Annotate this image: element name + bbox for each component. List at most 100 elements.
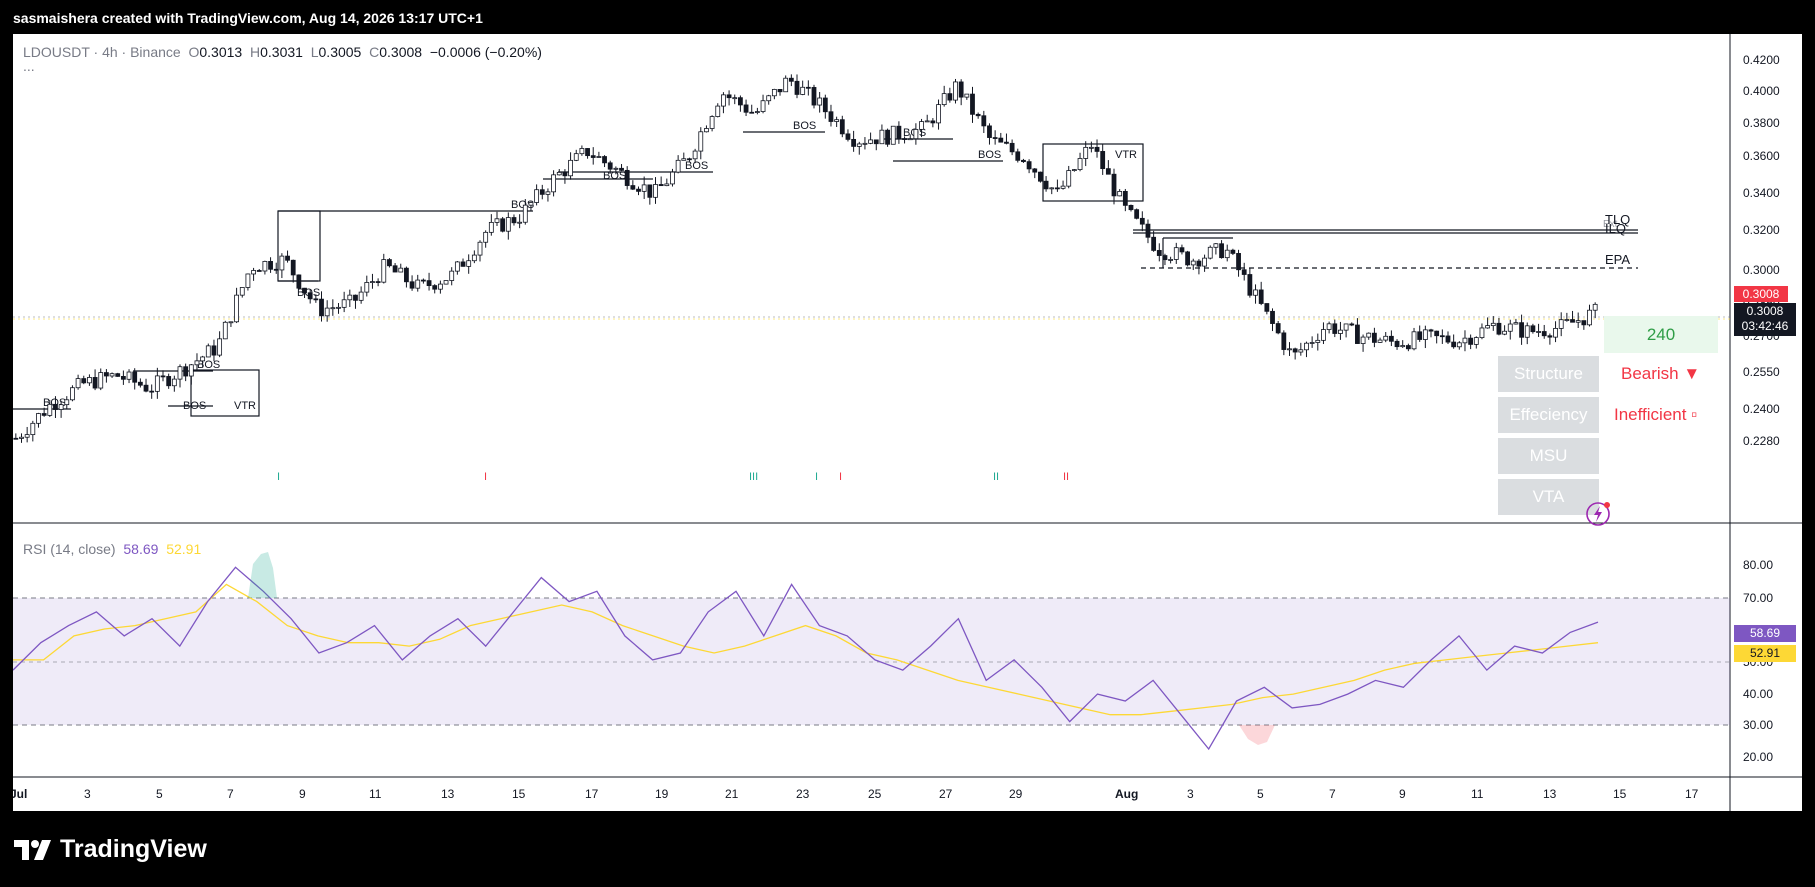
candle-body	[324, 307, 330, 317]
candle-body	[981, 115, 987, 127]
candle-body	[800, 86, 806, 95]
candle-body	[1258, 289, 1264, 304]
candle-body	[1428, 329, 1434, 332]
candle-body	[1434, 330, 1440, 337]
candle-body	[1383, 335, 1389, 341]
tick-mark: II	[993, 471, 999, 483]
candle-body	[1547, 335, 1553, 338]
candle-body	[1224, 249, 1230, 259]
candle-body	[1502, 330, 1507, 335]
tick-mark: I	[484, 471, 487, 483]
attribution: sasmaishera created with TradingView.com…	[13, 10, 483, 26]
candle-body	[1264, 303, 1270, 312]
candle-body	[636, 188, 641, 192]
efficiency-button[interactable]: Effeciency	[1498, 397, 1599, 433]
candle-body	[1049, 187, 1055, 190]
more-button[interactable]: ...	[23, 58, 35, 74]
candle-body	[941, 93, 947, 106]
candle-body	[1507, 323, 1513, 332]
candle-body	[75, 378, 81, 389]
open-value: 0.3013	[199, 44, 243, 60]
rsi-oversold-fill	[1239, 725, 1275, 745]
candle-body	[1592, 303, 1598, 311]
rsi-title[interactable]: RSI (14, close)	[23, 541, 116, 557]
candle-body	[1015, 151, 1021, 161]
signal-ticks: I I III I I II II	[277, 471, 1069, 483]
candle-body	[936, 104, 941, 124]
candle-body	[1173, 247, 1179, 260]
candle-body	[1202, 257, 1207, 267]
candle-body	[500, 218, 506, 232]
candle-body	[1071, 169, 1077, 171]
price-tag-red: 0.3008	[1734, 286, 1788, 302]
low-value: 0.3005	[318, 44, 362, 60]
candle-body	[1355, 324, 1360, 344]
candle-body	[987, 125, 992, 138]
candle-body	[137, 381, 143, 386]
candle-body	[771, 88, 777, 97]
candle-body	[1190, 260, 1196, 266]
candle-body	[902, 138, 907, 140]
candle-body	[1139, 217, 1145, 225]
msu-button[interactable]: MSU	[1498, 438, 1599, 474]
candle-body	[1117, 190, 1123, 197]
candle-body	[1304, 342, 1309, 351]
candle-body	[1479, 327, 1485, 339]
candle-body	[454, 261, 460, 272]
candle-body	[19, 436, 24, 439]
candle-body	[1541, 331, 1547, 337]
candle-body	[1055, 187, 1060, 190]
candle-body	[1338, 329, 1343, 334]
candle-body	[653, 184, 658, 198]
bos-labels: BOS BOS BOS BOS BOS BOS BOS BOS BOS BOS	[43, 120, 1001, 412]
candle-body	[375, 281, 381, 283]
candle-body	[726, 94, 732, 99]
time-axis-label: Jul	[13, 787, 27, 801]
candle-body	[1100, 151, 1106, 170]
candle-body	[698, 131, 704, 152]
main-pane	[13, 34, 1730, 523]
candle-body	[1207, 246, 1213, 259]
symbol-info[interactable]: LDOUSDT · 4h · Binance	[23, 44, 181, 60]
price-scale: 0.4200 0.4000 0.3800 0.3600 0.3400 0.3200 0.30…	[1743, 53, 1780, 448]
candle-body	[222, 321, 228, 340]
time-axis-label: 21	[725, 787, 739, 801]
candle-body	[471, 254, 477, 262]
rsi-tag: 58.69	[1734, 625, 1796, 642]
vta-button[interactable]: VTA	[1498, 479, 1599, 515]
candle-body	[1581, 320, 1587, 326]
structure-button[interactable]: Structure	[1498, 356, 1599, 392]
candle-body	[1468, 337, 1474, 345]
rsi-scale-label: 40.00	[1743, 687, 1773, 701]
candle-body	[568, 159, 573, 177]
ilq-label: ILQ	[1605, 221, 1626, 236]
candle-body	[766, 95, 772, 102]
chart-svg[interactable]: BOS BOS BOS BOS BOS BOS BOS BOS BOS BOS …	[10, 34, 1802, 811]
symbol-legend[interactable]: LDOUSDT · 4h · Binance O0.3013 H0.3031 L…	[23, 44, 542, 74]
rsi-ma-tag: 52.91	[1734, 645, 1796, 662]
candle-body	[1162, 255, 1168, 261]
lightning-icon[interactable]	[1585, 500, 1613, 528]
candle-body	[126, 371, 132, 380]
candle-body	[1287, 348, 1292, 351]
candle-body	[109, 373, 115, 377]
candle-body	[319, 298, 324, 317]
time-axis-label: 23	[796, 787, 810, 801]
candle-body	[1253, 289, 1258, 296]
tradingview-logo[interactable]: TradingView	[14, 835, 207, 864]
candle-body	[585, 148, 590, 157]
candle-body	[1241, 269, 1247, 275]
rsi-legend[interactable]: RSI (14, close) 58.69 52.91	[23, 541, 201, 557]
candle-body	[415, 279, 421, 289]
candle-body	[1111, 173, 1117, 197]
candle-body	[1088, 146, 1094, 149]
price-scale-label: 0.2400	[1743, 402, 1780, 416]
low-label: L	[310, 44, 319, 60]
candle-body	[239, 287, 245, 296]
candle-body	[1388, 335, 1394, 342]
time-axis-label: 19	[655, 787, 669, 801]
candle-body	[1298, 349, 1304, 353]
candle-body	[449, 270, 455, 281]
candle-body	[958, 81, 964, 98]
candle-body	[885, 129, 890, 145]
